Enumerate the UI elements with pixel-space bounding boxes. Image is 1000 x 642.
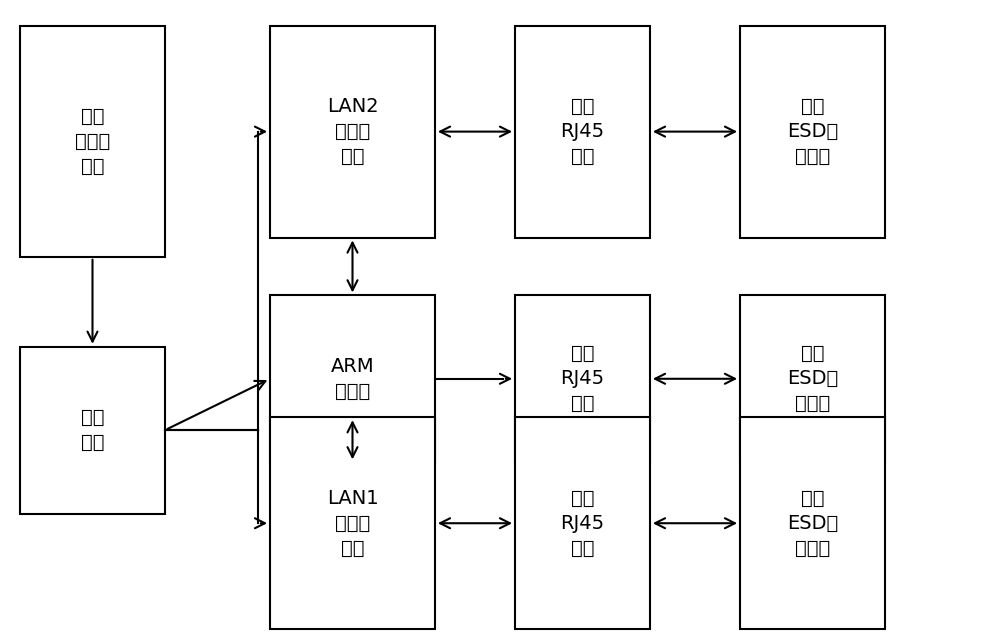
Text: LAN1
以太网
单元: LAN1 以太网 单元 (327, 489, 378, 558)
Text: LAN2
以太网
单元: LAN2 以太网 单元 (327, 97, 378, 166)
Text: 第一
RJ45
接口: 第一 RJ45 接口 (560, 489, 605, 558)
Bar (515, 295, 650, 462)
Text: 电源
抗浪涌
单元: 电源 抗浪涌 单元 (75, 107, 110, 176)
Bar (740, 417, 885, 629)
Bar (515, 417, 650, 629)
Bar (740, 295, 885, 462)
Bar (515, 26, 650, 238)
Text: 第一
ESD保
护单元: 第一 ESD保 护单元 (787, 489, 838, 558)
Bar (270, 26, 435, 238)
Bar (20, 347, 165, 514)
Text: 第三
RJ45
接口: 第三 RJ45 接口 (560, 97, 605, 166)
Bar (270, 295, 435, 462)
Text: ARM
处理器: ARM 处理器 (331, 357, 374, 401)
Text: 第二
ESD保
护单元: 第二 ESD保 护单元 (787, 344, 838, 413)
Bar (740, 26, 885, 238)
Bar (20, 26, 165, 257)
Text: 电源
系统: 电源 系统 (81, 408, 104, 452)
Text: 第三
ESD保
护单元: 第三 ESD保 护单元 (787, 97, 838, 166)
Bar (270, 417, 435, 629)
Text: 第二
RJ45
接口: 第二 RJ45 接口 (560, 344, 605, 413)
